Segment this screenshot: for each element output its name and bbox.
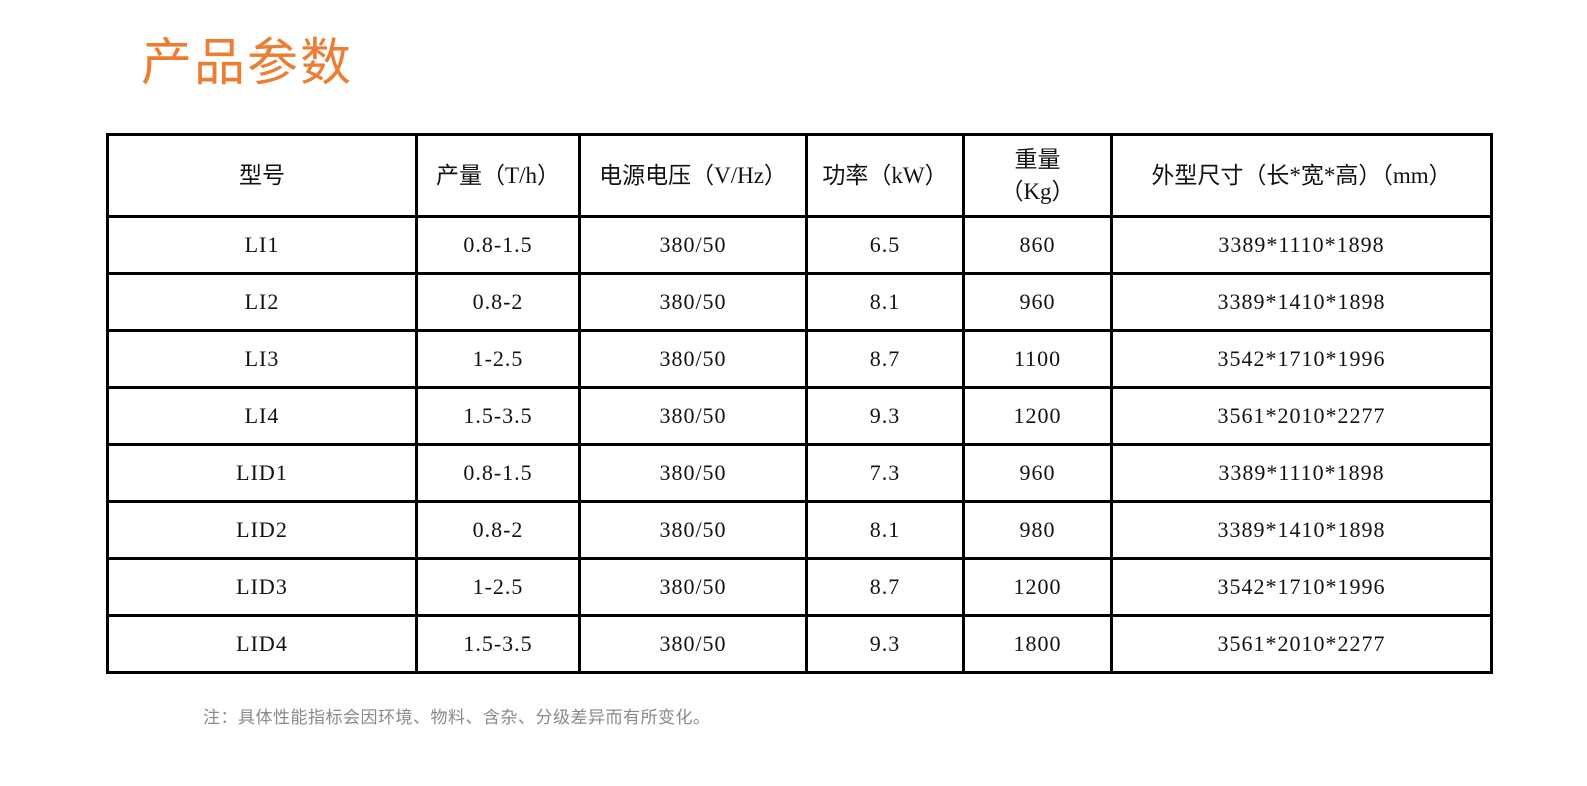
cell-dimensions: 3542*1710*1996	[1110, 557, 1493, 617]
col-header-power: 功率（kW）	[805, 133, 965, 218]
cell-dimensions: 3389*1110*1898	[1110, 443, 1493, 503]
cell-weight: 960	[962, 443, 1113, 503]
cell-weight: 1200	[962, 557, 1113, 617]
cell-model: LI3	[106, 329, 418, 389]
table-row: LI2 0.8-2 380/50 8.1 960 3389*1410*1898	[106, 272, 1493, 332]
cell-model: LID2	[106, 500, 418, 560]
cell-dimensions: 3389*1110*1898	[1110, 215, 1493, 275]
table-row: LID2 0.8-2 380/50 8.1 980 3389*1410*1898	[106, 500, 1493, 560]
cell-weight: 860	[962, 215, 1113, 275]
cell-capacity: 1.5-3.5	[415, 386, 581, 446]
cell-voltage: 380/50	[578, 614, 808, 674]
table-row: LI3 1-2.5 380/50 8.7 1100 3542*1710*1996	[106, 329, 1493, 389]
cell-model: LID3	[106, 557, 418, 617]
table-row: LID3 1-2.5 380/50 8.7 1200 3542*1710*199…	[106, 557, 1493, 617]
cell-voltage: 380/50	[578, 329, 808, 389]
cell-voltage: 380/50	[578, 215, 808, 275]
col-header-voltage: 电源电压（V/Hz）	[578, 133, 808, 218]
cell-model: LI4	[106, 386, 418, 446]
table-row: LID1 0.8-1.5 380/50 7.3 960 3389*1110*18…	[106, 443, 1493, 503]
cell-power: 7.3	[805, 443, 965, 503]
cell-dimensions: 3389*1410*1898	[1110, 500, 1493, 560]
cell-capacity: 0.8-2	[415, 500, 581, 560]
cell-power: 8.7	[805, 557, 965, 617]
col-header-model: 型号	[106, 133, 418, 218]
product-parameters-table: 型号 产量（T/h） 电源电压（V/Hz） 功率（kW） 重量 （Kg） 外型尺…	[106, 133, 1493, 674]
cell-voltage: 380/50	[578, 443, 808, 503]
cell-dimensions: 3561*2010*2277	[1110, 386, 1493, 446]
cell-capacity: 1.5-3.5	[415, 614, 581, 674]
cell-capacity: 0.8-1.5	[415, 443, 581, 503]
cell-power: 9.3	[805, 614, 965, 674]
cell-power: 8.1	[805, 500, 965, 560]
cell-dimensions: 3561*2010*2277	[1110, 614, 1493, 674]
cell-weight: 980	[962, 500, 1113, 560]
table-row: LI4 1.5-3.5 380/50 9.3 1200 3561*2010*22…	[106, 386, 1493, 446]
cell-dimensions: 3389*1410*1898	[1110, 272, 1493, 332]
cell-voltage: 380/50	[578, 386, 808, 446]
table-row: LI1 0.8-1.5 380/50 6.5 860 3389*1110*189…	[106, 215, 1493, 275]
cell-power: 9.3	[805, 386, 965, 446]
cell-power: 6.5	[805, 215, 965, 275]
cell-voltage: 380/50	[578, 500, 808, 560]
col-header-dimensions: 外型尺寸（长*宽*高）（mm）	[1110, 133, 1493, 218]
cell-capacity: 0.8-1.5	[415, 215, 581, 275]
col-header-capacity: 产量（T/h）	[415, 133, 581, 218]
cell-model: LI2	[106, 272, 418, 332]
col-header-weight: 重量 （Kg）	[962, 133, 1113, 218]
cell-model: LID4	[106, 614, 418, 674]
cell-weight: 960	[962, 272, 1113, 332]
cell-weight: 1200	[962, 386, 1113, 446]
page-title: 产品参数	[141, 36, 354, 92]
cell-power: 8.7	[805, 329, 965, 389]
table-row: LID4 1.5-3.5 380/50 9.3 1800 3561*2010*2…	[106, 614, 1493, 674]
cell-capacity: 1-2.5	[415, 557, 581, 617]
cell-voltage: 380/50	[578, 272, 808, 332]
cell-power: 8.1	[805, 272, 965, 332]
cell-capacity: 0.8-2	[415, 272, 581, 332]
footnote: 注：具体性能指标会因环境、物料、含杂、分级差异而有所变化。	[203, 708, 711, 727]
cell-dimensions: 3542*1710*1996	[1110, 329, 1493, 389]
cell-voltage: 380/50	[578, 557, 808, 617]
cell-capacity: 1-2.5	[415, 329, 581, 389]
cell-model: LI1	[106, 215, 418, 275]
cell-model: LID1	[106, 443, 418, 503]
table-header-row: 型号 产量（T/h） 电源电压（V/Hz） 功率（kW） 重量 （Kg） 外型尺…	[106, 133, 1493, 218]
cell-weight: 1100	[962, 329, 1113, 389]
cell-weight: 1800	[962, 614, 1113, 674]
